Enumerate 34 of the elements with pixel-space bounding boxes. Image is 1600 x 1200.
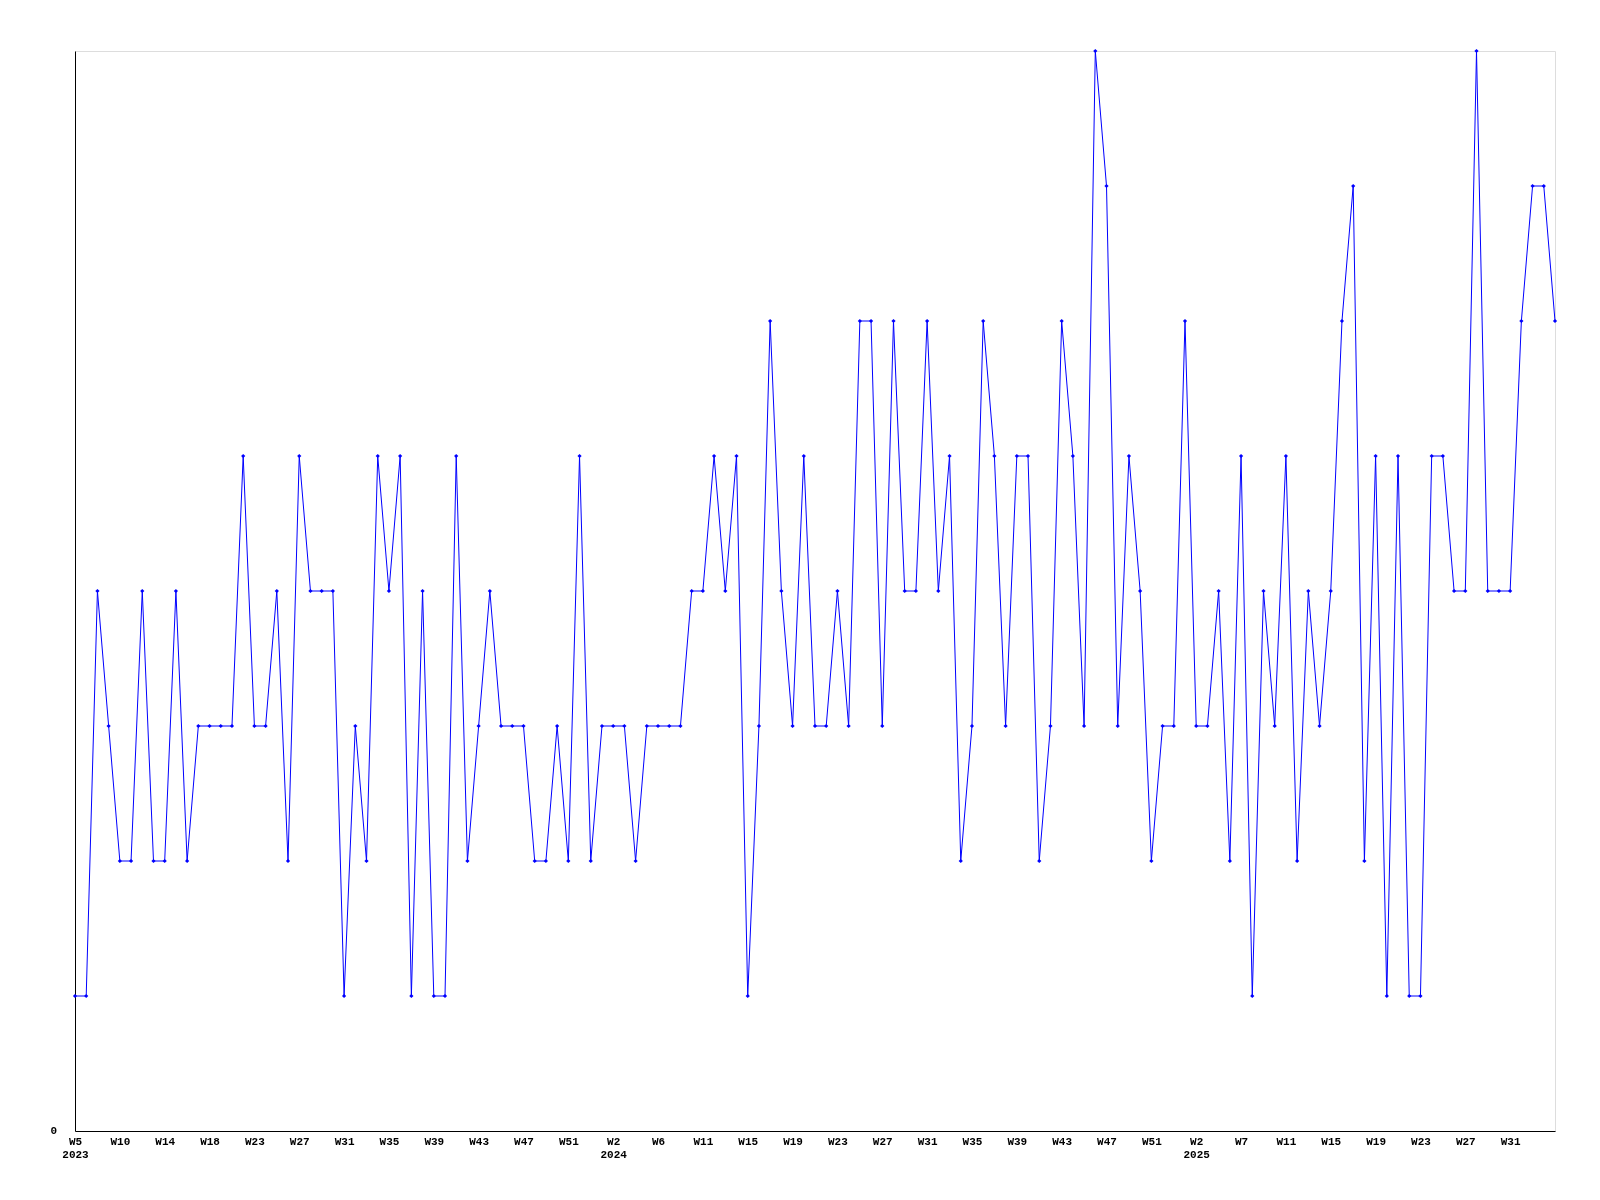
x-tick-label: W15: [738, 1135, 759, 1148]
x-tick-label: W7: [1234, 1135, 1249, 1148]
x-tick-label: W51: [1141, 1135, 1163, 1148]
x-tick-label: W2 2025: [1183, 1135, 1211, 1161]
x-tick-label: W23: [1411, 1135, 1432, 1148]
x-tick-label: W47: [514, 1135, 534, 1148]
x-tick-label: W5 2023: [62, 1135, 90, 1161]
x-tick-label: W18: [200, 1135, 221, 1148]
x-tick-label: W27: [289, 1135, 310, 1148]
x-tick-label: W43: [1052, 1135, 1073, 1148]
x-tick-label: W31: [1500, 1135, 1521, 1148]
x-tick-label: W19: [783, 1135, 803, 1148]
x-tick-label: W43: [469, 1135, 490, 1148]
x-tick-label: W27: [872, 1135, 893, 1148]
x-tick-label: W51: [558, 1135, 580, 1148]
x-tick-label: W14: [155, 1135, 176, 1148]
x-tick-label: W11: [693, 1135, 714, 1148]
text: 0: [50, 1125, 57, 1137]
x-tick-label: W31: [334, 1135, 355, 1148]
x-tick-label: W47: [1097, 1135, 1117, 1148]
x-tick-label: W23: [828, 1135, 849, 1148]
x-tick-label: W27: [1455, 1135, 1476, 1148]
x-tick-label: W11: [1276, 1135, 1297, 1148]
x-tick-label: W2 2024: [600, 1135, 628, 1161]
x-tick-label: W19: [1366, 1135, 1387, 1148]
x-tick-label: W39: [1007, 1135, 1028, 1148]
x-tick-label: W35: [379, 1135, 400, 1148]
x-tick-label: W23: [244, 1135, 266, 1148]
x-tick-label: W39: [424, 1135, 445, 1148]
x-tick-label: W35: [962, 1135, 983, 1148]
x-tick-label: W6: [651, 1135, 666, 1148]
x-tick-label: W15: [1321, 1135, 1342, 1148]
x-tick-label: W10: [110, 1135, 131, 1148]
x-tick-label: W31: [917, 1135, 938, 1148]
